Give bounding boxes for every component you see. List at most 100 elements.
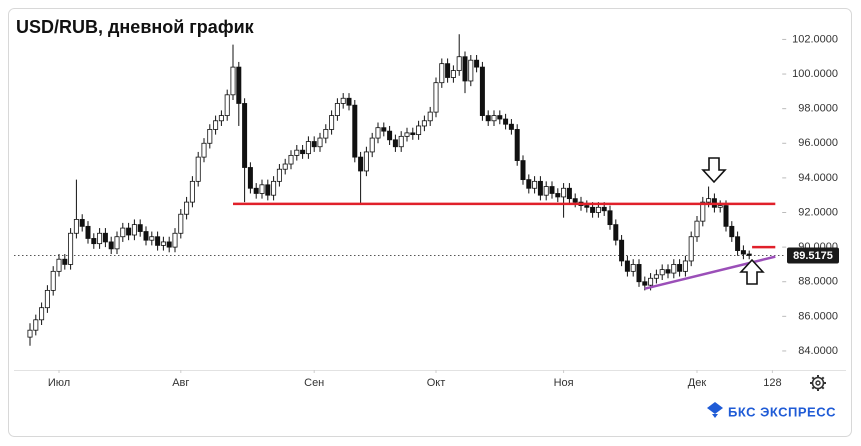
candle-body [682, 260, 688, 272]
candle-body [358, 156, 364, 172]
candle-body [746, 253, 752, 256]
candle-body [416, 125, 422, 136]
brand-logo [707, 402, 723, 418]
x-tick-label: Ноя [554, 377, 574, 389]
up-arrow [739, 258, 765, 285]
y-tick-label: 88.0000 [798, 276, 838, 288]
y-tick-label: 86.0000 [798, 310, 838, 322]
candle-body [729, 225, 735, 238]
candle-body [450, 70, 456, 78]
candle-body [294, 149, 300, 156]
candle-body [33, 319, 39, 331]
candle-body [474, 59, 480, 68]
candle-body [79, 219, 85, 227]
candle-body [50, 270, 56, 291]
candle-body [346, 97, 352, 106]
candle-body [352, 104, 358, 158]
settings-icon[interactable] [810, 375, 826, 391]
candle-body [694, 220, 700, 238]
candle-body [114, 236, 120, 250]
candle-body [526, 179, 532, 189]
candle-body [671, 264, 677, 274]
candle-body [323, 129, 329, 139]
candle-body [630, 264, 636, 272]
candle-body [340, 97, 346, 104]
candle-body [73, 219, 79, 234]
candle-body [317, 137, 323, 148]
candle-body [619, 239, 625, 262]
candle-body [68, 232, 74, 265]
candle-body [653, 274, 659, 279]
x-tick-label: Сен [304, 377, 324, 389]
candle-body [126, 227, 132, 236]
candle-body [561, 187, 567, 198]
candle-body [421, 120, 427, 127]
candle-body [91, 238, 97, 245]
candle-body [427, 111, 433, 122]
candle-body [242, 103, 248, 168]
candle-body [230, 66, 236, 96]
candle-body [642, 281, 648, 286]
y-tick-label: 84.0000 [798, 345, 838, 357]
y-tick-label: 94.0000 [798, 172, 838, 184]
candle-body [532, 180, 538, 189]
candle-body [485, 115, 491, 122]
candle-body [549, 186, 555, 194]
candle-body [456, 56, 462, 71]
candle-body [433, 82, 439, 113]
candle-body [236, 66, 242, 104]
candle-body [497, 115, 503, 120]
candle-body [305, 141, 311, 155]
candle-body [265, 184, 271, 196]
y-tick-label: 102.0000 [792, 33, 838, 45]
candle-body [311, 141, 317, 148]
candle-body [590, 206, 596, 213]
brand-text: БКС ЭКСПРЕСС [728, 404, 836, 419]
candle-body [56, 258, 62, 272]
candle-body [740, 250, 746, 255]
down-arrow [701, 157, 727, 184]
candle-body [108, 241, 114, 250]
candle-body [491, 115, 497, 122]
candle-body [508, 123, 514, 130]
candle-body [329, 115, 335, 130]
candle-body [706, 198, 712, 203]
candle-body [288, 154, 294, 165]
candle-body [595, 206, 601, 213]
candle-body [584, 205, 590, 208]
candle-body [648, 277, 654, 286]
candle-body [555, 193, 561, 198]
y-tick-label: 100.0000 [792, 68, 838, 80]
candle-body [398, 135, 404, 148]
candle-body [334, 103, 340, 116]
y-tick-label: 96.0000 [798, 137, 838, 149]
y-tick-label: 98.0000 [798, 103, 838, 115]
candle-body [97, 232, 103, 245]
candle-body [607, 210, 613, 226]
candle-body [735, 236, 741, 251]
x-tick-label: 128 [763, 377, 781, 389]
x-tick-label: Дек [688, 377, 707, 389]
candle-body [688, 236, 694, 262]
candle-body [85, 225, 91, 239]
candle-body [178, 213, 184, 234]
candle-body [102, 232, 108, 243]
candle-body [572, 198, 578, 203]
candle-body [62, 258, 68, 265]
candle-body [537, 180, 543, 196]
candle-body [218, 115, 224, 122]
candle-body [155, 236, 161, 246]
x-tick-label: Авг [172, 377, 189, 389]
candle-body [601, 206, 607, 212]
chart-title: USD/RUB, дневной график [16, 17, 255, 37]
candle-body [131, 224, 137, 236]
candle-body [677, 264, 683, 272]
candle-body [381, 127, 387, 132]
candle-body [300, 149, 306, 155]
candle-body [247, 167, 253, 189]
candle-body [282, 163, 288, 170]
candle-body [503, 118, 509, 125]
candle-body [392, 139, 398, 148]
candle-body [514, 129, 520, 161]
